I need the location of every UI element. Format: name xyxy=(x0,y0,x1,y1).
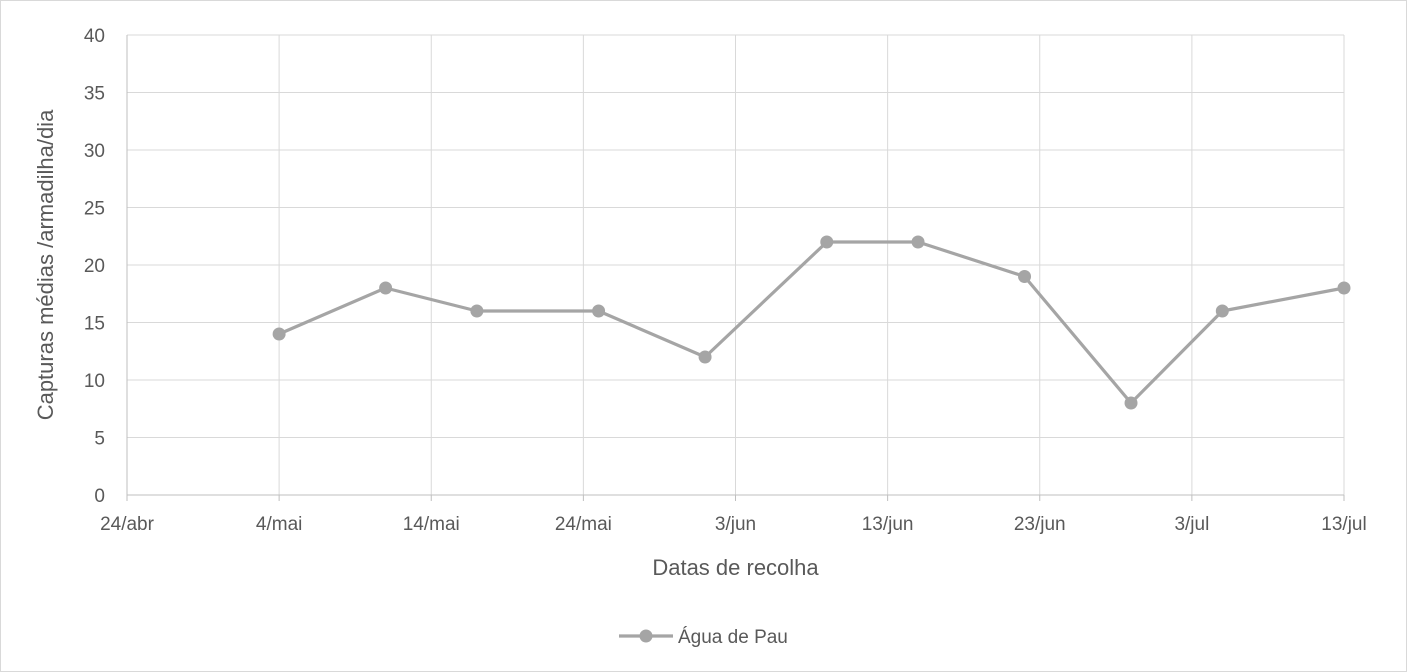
data-point xyxy=(1124,396,1138,410)
x-tick-label: 23/jun xyxy=(1014,514,1066,535)
y-tick-label: 20 xyxy=(84,256,105,277)
y-tick-label: 30 xyxy=(84,141,105,162)
x-tick-label: 13/jun xyxy=(862,514,914,535)
data-point xyxy=(820,235,834,249)
y-tick-label: 25 xyxy=(84,199,105,220)
data-point xyxy=(470,304,484,318)
axes: 0 5 10 15 20 25 30 35 40 24/abr 4/mai 14/mai 24/mai 3… xyxy=(84,26,1367,535)
y-tick-label: 10 xyxy=(84,371,105,392)
x-tick-label: 3/jun xyxy=(715,514,756,535)
data-point xyxy=(1215,304,1229,318)
x-tick-label: 24/mai xyxy=(555,514,612,535)
legend-label: Água de Pau xyxy=(678,627,788,648)
legend: Água de Pau xyxy=(619,627,788,648)
y-tick-label: 5 xyxy=(94,429,105,450)
data-point xyxy=(272,327,286,341)
data-point xyxy=(911,235,925,249)
x-tick-label: 3/jul xyxy=(1174,514,1209,535)
data-point xyxy=(592,304,606,318)
x-axis-title: Datas de recolha xyxy=(652,555,819,580)
data-point xyxy=(379,281,393,295)
x-tick-label: 14/mai xyxy=(403,514,460,535)
x-tick-label: 13/jul xyxy=(1321,514,1366,535)
gridlines xyxy=(127,34,1345,495)
series-layer xyxy=(272,235,1351,410)
x-tick-label: 4/mai xyxy=(256,514,302,535)
data-point xyxy=(1337,281,1351,295)
y-tick-label: 15 xyxy=(84,314,105,335)
y-tick-label: 40 xyxy=(84,26,105,47)
x-tick-label: 24/abr xyxy=(100,514,155,535)
y-tick-label: 35 xyxy=(84,84,105,105)
data-point xyxy=(1018,270,1032,283)
y-axis-title: Capturas médias /armadilha/dia xyxy=(33,109,58,420)
legend-point-marker xyxy=(639,629,653,643)
y-tick-label: 0 xyxy=(94,486,105,507)
data-point xyxy=(698,350,712,364)
